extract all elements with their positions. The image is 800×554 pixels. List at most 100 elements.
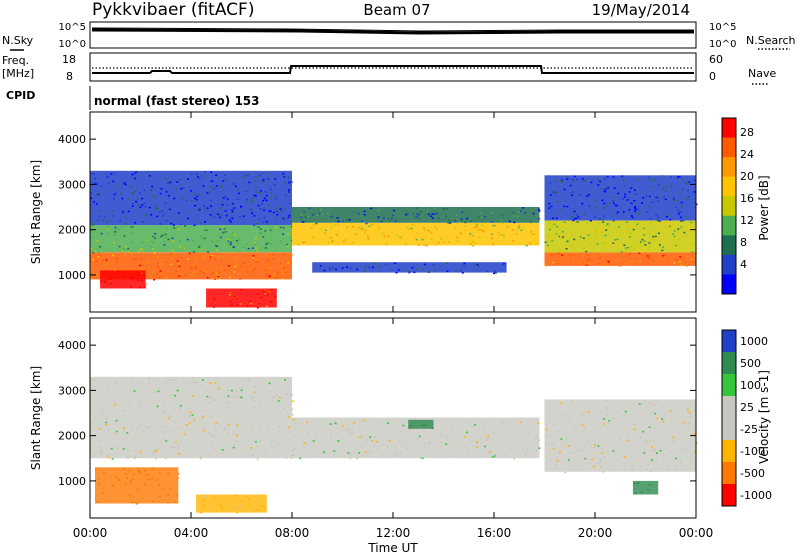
power-cell (624, 196, 627, 198)
power-cell (538, 217, 541, 220)
power-cell (644, 244, 647, 246)
power-cell (103, 281, 106, 283)
power-cell (324, 270, 327, 272)
power-cell (191, 274, 194, 277)
power-cell (434, 207, 437, 209)
power-cell (573, 238, 576, 241)
velocity-cell (591, 458, 594, 460)
velocity-cell (415, 419, 418, 421)
power-cell (532, 233, 535, 235)
velocity-cell (188, 407, 190, 410)
power-cell (234, 295, 237, 298)
power-cell (643, 240, 646, 242)
power-cell (203, 205, 205, 207)
velocity-colorbar-tick: 100 (740, 379, 761, 392)
power-cell (472, 245, 475, 247)
velocity-cell (136, 382, 138, 385)
power-cell (336, 217, 339, 219)
power-cell (143, 189, 146, 192)
power-cell (255, 247, 258, 249)
velocity-cell (635, 414, 638, 417)
nave-tick-bottom: 0 (709, 70, 716, 83)
velocity-cell (608, 420, 611, 422)
velocity-cell (291, 413, 294, 416)
power-cell (179, 246, 182, 248)
velocity-cell (163, 410, 165, 413)
power-cell (176, 181, 179, 183)
power-cell (648, 205, 650, 208)
power-cell (383, 233, 386, 235)
velocity-cell (388, 426, 391, 429)
velocity-cell (110, 447, 113, 450)
velocity-cell (315, 437, 317, 439)
velocity-cell (234, 494, 237, 496)
power-cell (355, 233, 358, 235)
velocity-cell (123, 468, 126, 470)
velocity-cell (654, 426, 657, 429)
power-cell (251, 200, 254, 202)
velocity-cell (226, 407, 229, 410)
power-cell (260, 297, 263, 299)
velocity-cell (333, 450, 336, 452)
power-cell (274, 178, 277, 180)
velocity-cell (672, 436, 675, 439)
power-cell (479, 212, 482, 214)
power-cell (416, 207, 419, 209)
power-cell (228, 265, 231, 267)
power-cell (512, 229, 515, 231)
velocity-cell (96, 501, 99, 503)
power-cell (337, 223, 340, 226)
velocity-cell (655, 400, 658, 402)
power-cell (588, 193, 590, 196)
power-cell (395, 262, 398, 265)
power-cell (138, 251, 141, 253)
velocity-cell (313, 455, 316, 458)
power-cell (361, 220, 364, 222)
power-cell (557, 252, 560, 254)
velocity-cell (123, 430, 126, 433)
velocity-cell (653, 449, 656, 451)
noise-panel (89, 21, 697, 49)
power-cell (434, 225, 437, 227)
velocity-cell (216, 414, 219, 417)
power-cell (676, 200, 679, 202)
velocity-cell (405, 448, 408, 450)
power-cell (90, 197, 93, 199)
power-cell (423, 244, 426, 246)
velocity-cell (349, 457, 352, 460)
power-data (90, 170, 698, 309)
power-cell (686, 181, 689, 184)
power-cell (139, 286, 142, 289)
y-tick-label: 4000 (58, 339, 86, 352)
velocity-cell (126, 457, 129, 459)
velocity-cell (299, 457, 302, 460)
power-cell (524, 212, 527, 214)
power-cell (364, 229, 367, 231)
velocity-cell (278, 431, 281, 433)
velocity-cell (400, 431, 403, 433)
power-cell (434, 269, 436, 271)
power-cell (222, 226, 225, 228)
power-cell (252, 303, 255, 305)
power-cell (198, 193, 201, 195)
power-cell (620, 251, 623, 253)
power-cell (341, 267, 344, 269)
velocity-cell (650, 459, 653, 461)
power-cell (335, 234, 338, 236)
velocity-cell (607, 408, 609, 411)
power-cell (130, 241, 133, 244)
power-cell (121, 212, 124, 214)
velocity-cell (487, 435, 490, 437)
power-cell (554, 180, 557, 182)
power-cell (230, 216, 233, 218)
velocity-cell (687, 409, 689, 411)
power-cell (297, 243, 300, 246)
velocity-cell (152, 453, 155, 455)
velocity-cell (428, 443, 431, 445)
power-cell (503, 235, 505, 238)
velocity-cell (161, 487, 164, 489)
power-cell (652, 239, 655, 241)
power-cell (131, 177, 134, 179)
power-cell (254, 180, 257, 183)
power-cell (286, 245, 289, 247)
